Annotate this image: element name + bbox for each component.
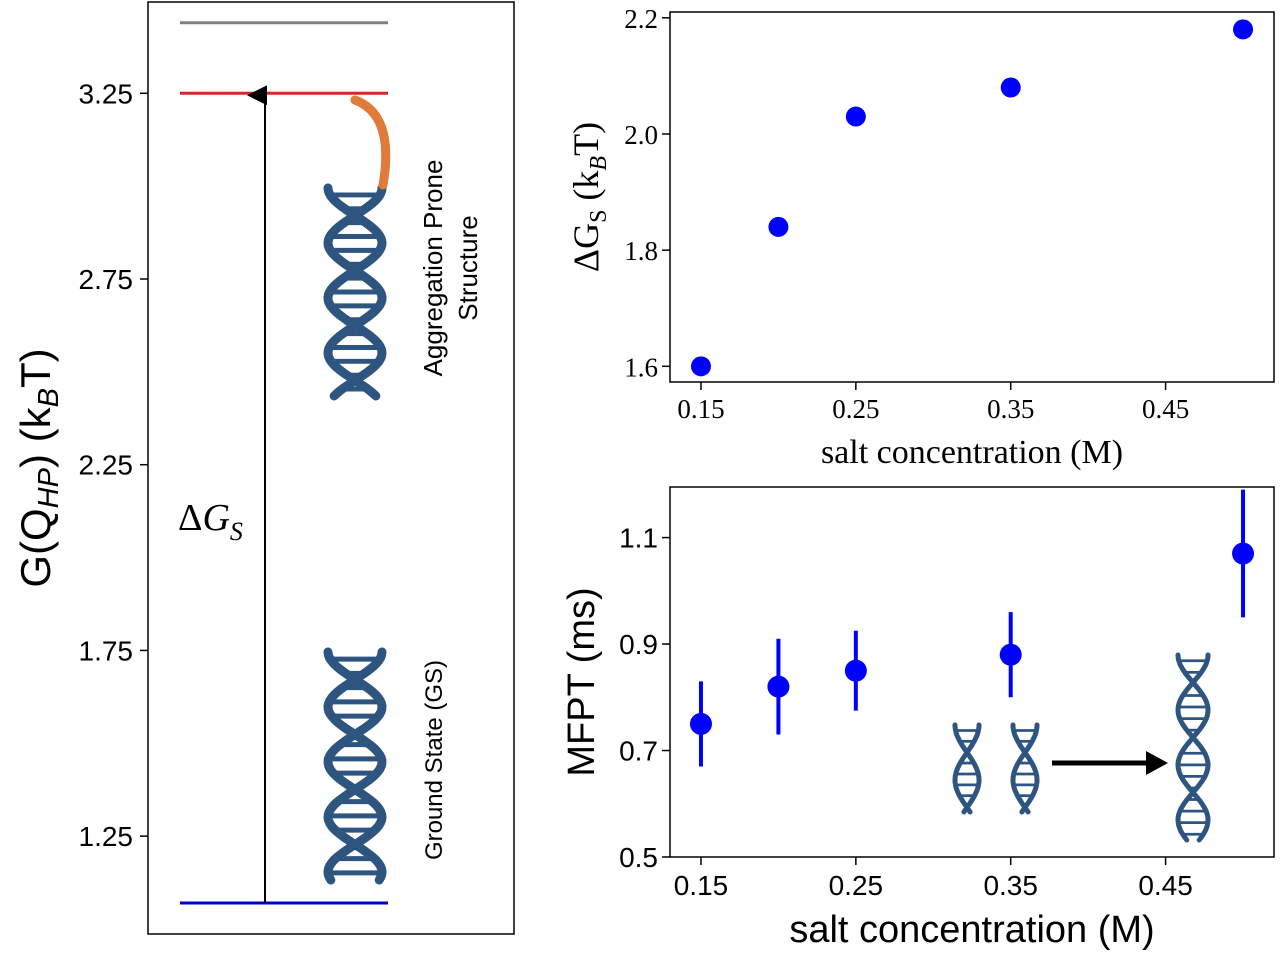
delta-g-data-point xyxy=(768,216,789,237)
dna-strand xyxy=(1175,652,1211,843)
delta-g-x-axis-label: salt concentration (M) xyxy=(821,434,1123,471)
mfpt-x-tick-label: 0.25 xyxy=(829,870,884,901)
delta-g-x-tick-label: 0.25 xyxy=(832,394,879,424)
delta-g-y-axis-label: ΔGS (kBT) xyxy=(566,122,612,272)
energy-axis-label: G(QHP) (kBT) xyxy=(12,348,65,587)
ground-state-label: Ground State (GS) xyxy=(421,660,448,860)
dna-strand xyxy=(323,647,387,885)
dna-strand xyxy=(952,722,982,815)
delta-g-data-point xyxy=(690,356,711,377)
delta-g-data-point xyxy=(1233,19,1254,40)
dna-strand xyxy=(323,183,387,401)
energy-y-tick-label: 2.25 xyxy=(79,450,134,481)
mfpt-data-point xyxy=(999,643,1022,666)
mfpt-y-tick-label: 0.5 xyxy=(619,842,658,873)
mfpt-y-axis-label: MFPT (ms) xyxy=(561,587,603,776)
mfpt-scatter-panel: 0.15 0.25 0.35 0.45 1.1 0.9 0.7 0.5 salt concen… xyxy=(561,486,1275,951)
aggregation-dna-icon xyxy=(323,183,387,401)
mfpt-data-point xyxy=(767,675,790,698)
mfpt-x-tick-label: 0.35 xyxy=(983,870,1038,901)
delta-g-y-tick-label: 2.0 xyxy=(624,120,658,150)
inset-arrow-head xyxy=(1146,751,1168,775)
mfpt-y-tick-label: 0.9 xyxy=(619,629,658,660)
dna-strand xyxy=(952,722,982,815)
dna-strand xyxy=(1175,652,1211,843)
delta-g-arrow-label: ΔGS xyxy=(178,497,243,546)
aggregation-label-line2: Structure xyxy=(453,215,483,321)
delta-g-y-tick-label: 2.2 xyxy=(624,4,658,34)
dna-strand xyxy=(323,183,387,401)
energy-y-tick-label: 1.25 xyxy=(79,821,134,852)
delta-g-scatter-panel: 0.15 0.25 0.35 0.45 1.6 1.8 2.0 2.2 salt concen… xyxy=(566,4,1275,471)
ground-state-dna-icon xyxy=(323,647,387,885)
mfpt-data-point xyxy=(689,712,712,735)
energy-diagram-panel: 3.25 2.75 2.25 1.75 1.25 G(QHP) (kBT) ΔGS Gr… xyxy=(12,1,515,935)
delta-g-plot-frame xyxy=(669,11,1275,383)
energy-y-tick-label: 2.75 xyxy=(79,264,134,295)
mfpt-data-point xyxy=(844,659,867,682)
aggregation-label-line1: Aggregation Prone xyxy=(418,160,448,377)
mfpt-x-axis-label: salt concentration (M) xyxy=(789,909,1154,951)
mfpt-y-tick-label: 1.1 xyxy=(619,523,658,554)
mfpt-y-tick-label: 0.7 xyxy=(619,736,658,767)
mfpt-x-tick-label: 0.45 xyxy=(1138,870,1193,901)
mfpt-data-point xyxy=(1232,542,1255,565)
mfpt-x-tick-label: 0.15 xyxy=(674,870,729,901)
delta-g-x-tick-label: 0.15 xyxy=(677,394,724,424)
dna-strand xyxy=(1010,722,1040,815)
delta-g-x-tick-label: 0.35 xyxy=(987,394,1034,424)
energy-diagram-frame xyxy=(147,1,515,935)
aggregation-tail-icon xyxy=(350,95,391,190)
delta-g-data-point xyxy=(1000,77,1021,98)
energy-y-tick-label: 1.75 xyxy=(79,635,134,666)
dimer-formation-inset xyxy=(952,652,1211,843)
energy-y-tick-label: 3.25 xyxy=(79,78,134,109)
delta-g-data-point xyxy=(845,106,866,127)
delta-g-y-tick-label: 1.8 xyxy=(624,236,658,266)
mfpt-plot-frame xyxy=(669,486,1275,858)
dna-strand xyxy=(1010,722,1040,815)
delta-g-y-tick-label: 1.6 xyxy=(624,352,658,382)
delta-g-x-tick-label: 0.45 xyxy=(1142,394,1189,424)
